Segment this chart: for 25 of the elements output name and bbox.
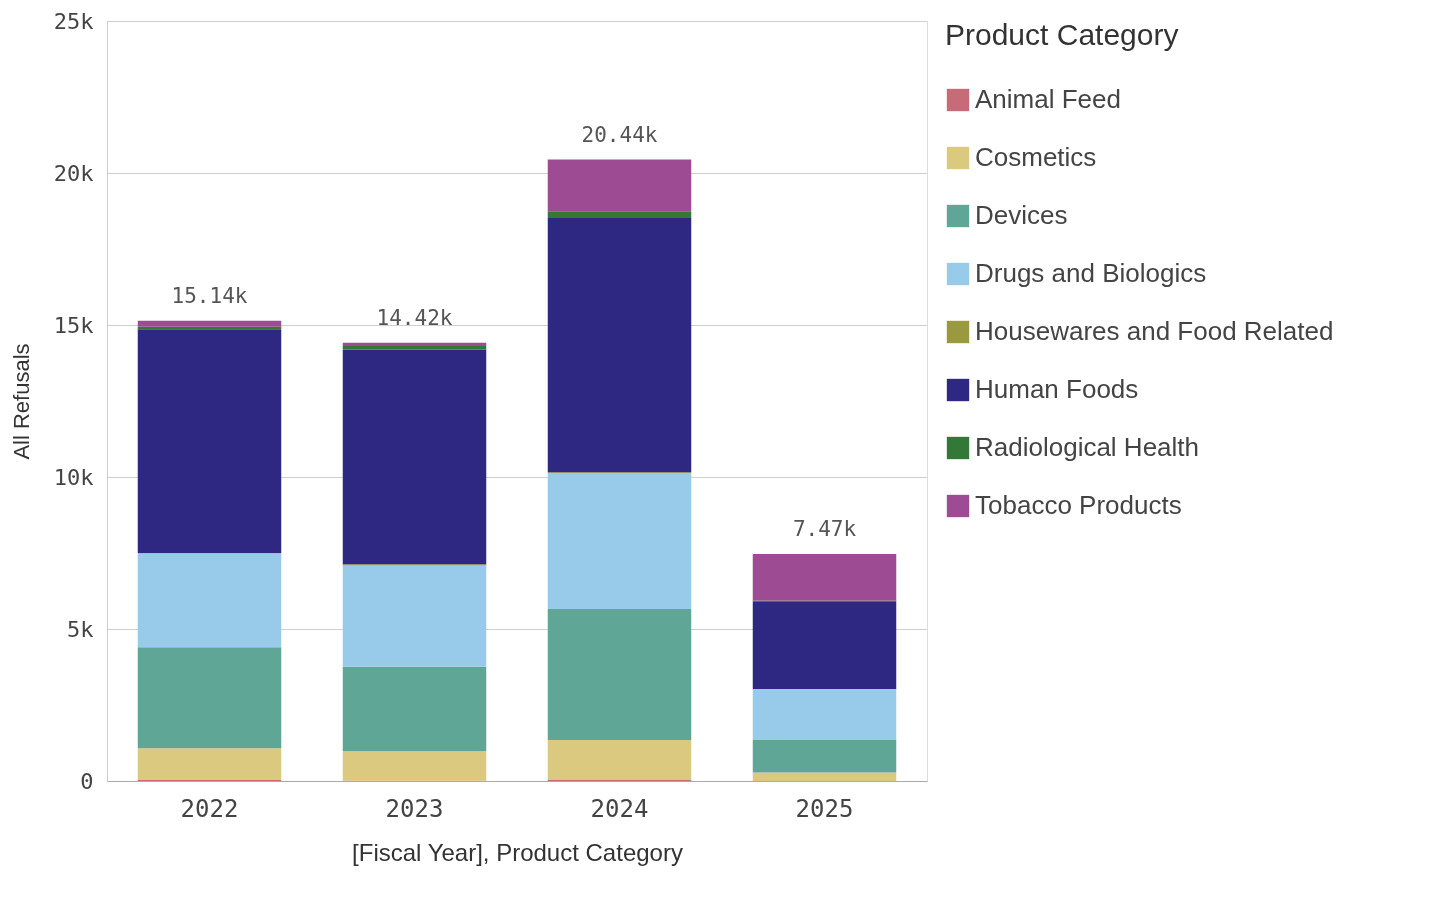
y-tick-label: 5k (67, 616, 94, 642)
y-tick-label: 15k (53, 312, 94, 338)
y-tick-label: 25k (53, 8, 94, 34)
y-tick-label: 10k (53, 464, 94, 490)
legend-label: Cosmetics (975, 142, 1097, 172)
x-tick-label: 2022 (180, 794, 239, 823)
legend-label: Human Foods (975, 374, 1139, 404)
legend-label: Animal Feed (975, 84, 1121, 114)
y-tick-label: 0 (80, 768, 94, 794)
y-axis-title: All Refusals (8, 343, 34, 460)
x-tick-label: 2023 (385, 794, 444, 823)
x-axis-title: [Fiscal Year], Product Category (352, 838, 683, 866)
x-tick-label: 2024 (590, 794, 649, 823)
legend-label: Drugs and Biologics (975, 258, 1207, 288)
x-tick-label: 2025 (795, 794, 854, 823)
legend-title: Product Category (945, 18, 1179, 51)
total-label: 14.42k (376, 305, 453, 330)
legend-label: Devices (975, 200, 1068, 230)
legend-label: Radiological Health (975, 432, 1200, 462)
total-label: 7.47k (792, 516, 857, 541)
legend-label: Housewares and Food Related (975, 316, 1334, 346)
total-label: 15.14k (171, 283, 248, 308)
legend-label: Tobacco Products (975, 490, 1182, 520)
total-label: 20.44k (581, 122, 658, 147)
y-tick-label: 20k (53, 160, 94, 186)
